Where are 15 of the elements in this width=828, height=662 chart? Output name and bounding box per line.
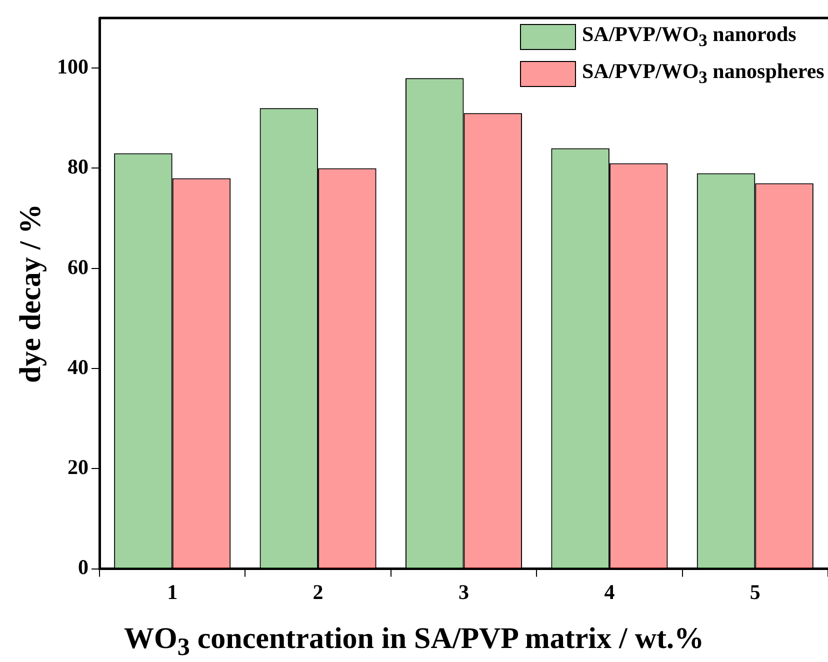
- x-tick-label: 4: [604, 580, 616, 604]
- legend-label: SA/PVP/WO$_{3}$ nanorods: [582, 22, 796, 52]
- y-tick-label: 0: [78, 555, 88, 580]
- y-tick-label: 40: [68, 354, 88, 379]
- y-tick-label: 20: [68, 455, 88, 480]
- x-axis-title: WO$_{3}$ concentration in SA/PVP matrix / wt.%: [123, 622, 705, 662]
- y-tick-label: 80: [68, 154, 88, 179]
- y-tick-label: 60: [68, 254, 88, 279]
- y-tick-label: 100: [57, 54, 88, 78]
- legend-label: SA/PVP/WO$_{3}$ nanospheres: [582, 59, 824, 88]
- x-tick-label: 5: [750, 580, 760, 604]
- y-axis-title: dye decay / %: [14, 204, 47, 383]
- x-tick-label: 1: [167, 580, 178, 604]
- x-tick-label: 2: [312, 580, 324, 604]
- x-tick-label: 3: [458, 580, 469, 604]
